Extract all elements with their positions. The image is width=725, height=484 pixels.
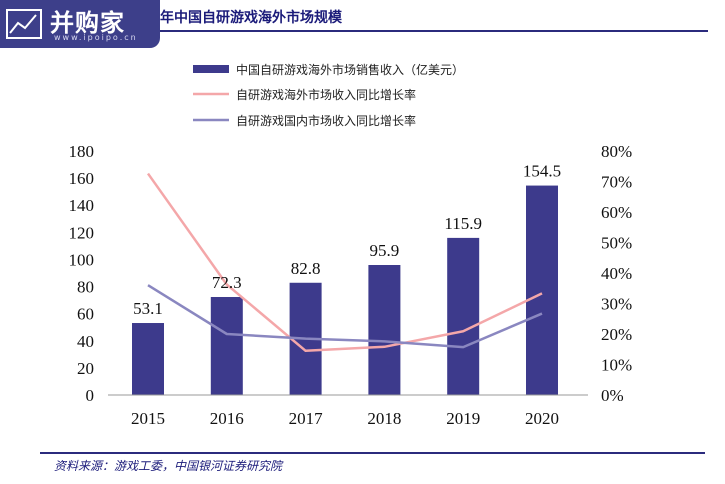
right-tick-label: 0%	[601, 386, 624, 405]
logo-text: 并购家	[50, 9, 125, 37]
x-tick-label: 2019	[446, 409, 480, 428]
right-tick-label: 70%	[601, 173, 632, 192]
logo: 并购家 www.ipoipo.cn	[0, 0, 160, 48]
x-tick-label: 2018	[367, 409, 401, 428]
left-tick-label: 100	[69, 250, 95, 269]
legend: 中国自研游戏海外市场销售收入（亿美元） 自研游戏海外市场收入同比增长率自研游戏国内…	[193, 62, 464, 128]
right-tick-label: 10%	[601, 356, 632, 375]
bar	[447, 237, 480, 395]
left-tick-label: 40	[77, 332, 94, 351]
x-tick-label: 2020	[525, 409, 559, 428]
bar-data-label: 154.5	[523, 162, 561, 181]
left-tick-label: 60	[77, 305, 94, 324]
legend-bar-swatch	[193, 65, 229, 73]
logo-url: www.ipoipo.cn	[54, 33, 138, 42]
legend-domestic-growth-label: 自研游戏国内市场收入同比增长率	[236, 113, 416, 128]
overseas-growth-line	[146, 172, 543, 353]
left-tick-label: 120	[69, 223, 95, 242]
left-tick-label: 180	[69, 142, 95, 161]
right-tick-label: 30%	[601, 295, 632, 314]
left-tick-label: 140	[69, 196, 95, 215]
x-axis: 2015 2016 2017 2018 2019 2020	[108, 394, 588, 428]
right-tick-label: 80%	[601, 142, 632, 161]
right-tick-label: 60%	[601, 203, 632, 222]
bars	[132, 185, 558, 395]
left-tick-label: 20	[77, 359, 94, 378]
left-tick-label: 160	[69, 169, 95, 188]
bar-data-label: 115.9	[444, 214, 482, 233]
right-tick-label: 20%	[601, 325, 632, 344]
bar	[210, 296, 243, 395]
bar-data-label: 72.3	[212, 273, 242, 292]
right-tick-label: 50%	[601, 234, 632, 253]
bar-data-label: 82.8	[291, 259, 321, 278]
chart-title: 年中国自研游戏海外市场规模	[160, 10, 342, 26]
x-tick-label: 2017	[289, 409, 324, 428]
chart: 中国自研游戏海外市场销售收入（亿美元） 自研游戏海外市场收入同比增长率自研游戏国内…	[69, 62, 633, 428]
legend-bar-label: 中国自研游戏海外市场销售收入（亿美元）	[236, 62, 464, 77]
bar-data-label: 53.1	[133, 299, 163, 318]
title-divider	[160, 30, 708, 32]
bar-data-label: 95.9	[370, 241, 400, 260]
domestic-growth-line	[147, 284, 543, 349]
left-axis: 0 20 40 60 80 100 120 140 160 180	[69, 142, 95, 405]
growth-lines	[146, 172, 543, 353]
x-tick-label: 2015	[131, 409, 165, 428]
right-tick-label: 40%	[601, 264, 632, 283]
legend-overseas-growth-label: 自研游戏海外市场收入同比增长率	[236, 87, 416, 102]
bar	[368, 265, 401, 395]
bar	[132, 323, 164, 395]
left-tick-label: 0	[86, 386, 95, 405]
bar	[526, 185, 558, 395]
house-chart-icon	[6, 9, 42, 39]
right-axis: 0% 10% 20% 30% 40% 50% 60% 70% 80%	[601, 142, 632, 405]
data-labels: 53.1 72.3 82.8 95.9 115.9 154.5	[133, 162, 561, 318]
source-note: 资料来源：游戏工委，中国银河证券研究院	[54, 459, 283, 473]
source-divider	[40, 452, 705, 454]
x-tick-label: 2016	[210, 409, 244, 428]
left-tick-label: 80	[77, 278, 94, 297]
